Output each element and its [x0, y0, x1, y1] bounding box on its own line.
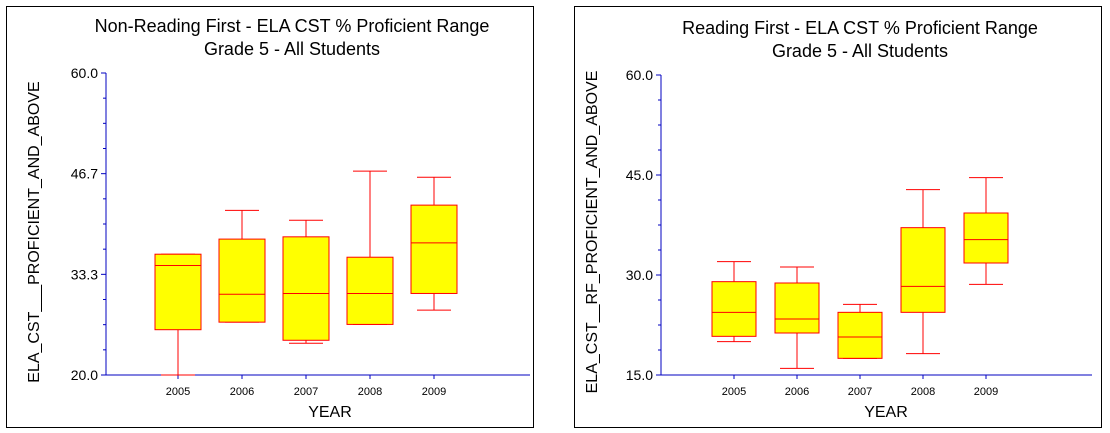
- chart-title: Reading First - ELA CST % Proficient Ran…: [682, 18, 1038, 38]
- y-tick-label: 33.3: [71, 266, 98, 282]
- box-iqr: [838, 312, 882, 358]
- x-tick-label: 2008: [911, 386, 935, 398]
- chart-svg-right: Reading First - ELA CST % Proficient Ran…: [575, 7, 1103, 429]
- x-axis-label: YEAR: [864, 404, 908, 421]
- y-tick-label: 45.0: [626, 167, 653, 183]
- box-iqr: [347, 257, 393, 324]
- chart-svg-left: Non-Reading First - ELA CST % Proficient…: [7, 7, 535, 429]
- x-tick-label: 2005: [166, 386, 190, 398]
- box-iqr: [712, 282, 756, 337]
- y-tick-label: 30.0: [626, 267, 653, 283]
- x-tick-label: 2006: [230, 386, 254, 398]
- box-iqr: [775, 283, 819, 333]
- y-tick-label: 15.0: [626, 367, 653, 383]
- box-iqr: [901, 228, 945, 313]
- chart-title: Non-Reading First - ELA CST % Proficient…: [95, 16, 490, 36]
- x-tick-label: 2007: [294, 386, 318, 398]
- x-tick-label: 2007: [848, 386, 872, 398]
- chart-subtitle: Grade 5 - All Students: [772, 41, 948, 61]
- x-tick-label: 2009: [974, 386, 998, 398]
- box-iqr: [219, 239, 265, 322]
- y-axis-label: ELA_CST___PROFICIENT_AND_ABOVE: [26, 81, 43, 382]
- y-tick-label: 60.0: [71, 65, 98, 81]
- box-iqr: [964, 213, 1008, 263]
- chart-panel-reading-first: Reading First - ELA CST % Proficient Ran…: [574, 6, 1102, 428]
- chart-subtitle: Grade 5 - All Students: [204, 39, 380, 59]
- x-tick-label: 2008: [358, 386, 382, 398]
- y-tick-label: 46.7: [71, 166, 98, 182]
- y-tick-label: 60.0: [626, 67, 653, 83]
- y-tick-label: 20.0: [71, 367, 98, 383]
- x-tick-label: 2009: [422, 386, 446, 398]
- x-tick-label: 2006: [785, 386, 809, 398]
- box-iqr: [283, 237, 329, 340]
- x-tick-label: 2005: [722, 386, 746, 398]
- x-axis-label: YEAR: [308, 404, 352, 421]
- box-iqr: [411, 205, 457, 293]
- chart-panel-non-reading-first: Non-Reading First - ELA CST % Proficient…: [6, 6, 534, 428]
- y-axis-label: ELA_CST__RF_PROFICIENT_AND_ABOVE: [584, 71, 601, 394]
